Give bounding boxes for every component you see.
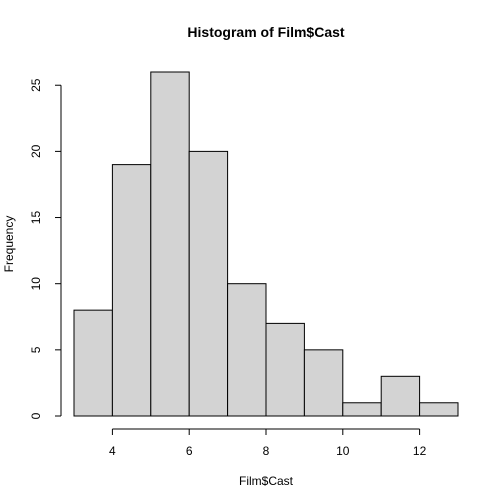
- x-axis-label: Film$Cast: [239, 474, 294, 488]
- histogram-bar-6: [266, 323, 304, 416]
- histogram-bar-9: [381, 376, 419, 416]
- y-axis: 0 5 10 15 20 25: [29, 78, 61, 419]
- histogram-bar-5: [228, 284, 266, 416]
- histogram-bar-3: [151, 72, 189, 416]
- chart-title: Histogram of Film$Cast: [187, 24, 344, 40]
- y-tick-label: 15: [29, 211, 43, 225]
- x-tick-label: 10: [336, 444, 350, 458]
- histogram-bar-4: [189, 151, 227, 416]
- y-tick-label: 10: [29, 277, 43, 291]
- y-tick-label: 0: [29, 412, 43, 419]
- histogram-bar-1: [74, 310, 112, 416]
- histogram-bar-10: [420, 403, 458, 416]
- x-tick-label: 8: [263, 444, 270, 458]
- x-tick-label: 12: [413, 444, 427, 458]
- y-tick-label: 5: [29, 346, 43, 353]
- histogram-bar-7: [304, 350, 342, 416]
- y-tick-label: 20: [29, 144, 43, 158]
- x-tick-label: 6: [186, 444, 193, 458]
- x-tick-label: 4: [109, 444, 116, 458]
- y-axis-label: Frequency: [2, 216, 16, 273]
- histogram-bar-2: [112, 165, 150, 416]
- y-tick-label: 25: [29, 78, 43, 92]
- x-axis: 4 6 8 10 12: [109, 429, 427, 458]
- histogram-bars: [74, 72, 458, 416]
- histogram-bar-8: [343, 403, 381, 416]
